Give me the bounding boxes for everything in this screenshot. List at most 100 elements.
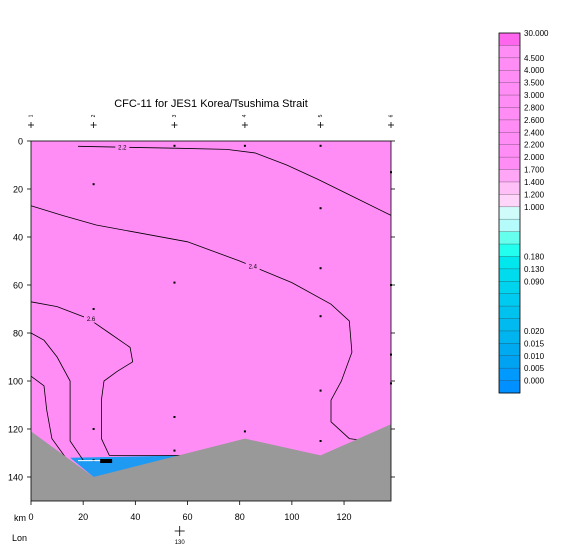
station-label: 5 (318, 114, 324, 117)
colorbar-label: 4.000 (524, 66, 545, 75)
sample-point (319, 267, 322, 270)
colorbar-label: 3.000 (524, 91, 545, 100)
colorbar-swatch (499, 45, 520, 59)
colorbar-label: 0.090 (524, 277, 545, 286)
x-tick-label: 80 (235, 512, 245, 522)
sample-point (319, 207, 322, 210)
colorbar-label: 2.000 (524, 153, 545, 162)
contour-label: 2.4 (249, 264, 258, 270)
colorbar-swatch (499, 306, 520, 319)
y-tick-label: 80 (13, 329, 23, 339)
x-tick-label: 120 (337, 512, 352, 522)
colorbar-label: 1.000 (524, 203, 545, 212)
colorbar-swatch (499, 318, 520, 332)
station-label: 1 (28, 114, 34, 117)
colorbar-label: 1.400 (524, 178, 545, 187)
colorbar-label: 3.500 (524, 79, 545, 88)
colorbar-swatch (499, 169, 520, 183)
colorbar-label: 0.180 (524, 252, 545, 261)
sample-point (319, 144, 322, 147)
y-tick-label: 40 (13, 233, 23, 243)
colorbar-swatch (499, 244, 520, 257)
station-label: 2 (91, 114, 97, 117)
colorbar-label: 0.010 (524, 352, 545, 361)
colorbar-swatch (499, 368, 520, 381)
lon-label: Lon (12, 533, 27, 543)
colorbar-swatch (499, 343, 520, 357)
colorbar-label: 2.600 (524, 116, 545, 125)
colorbar-label: 0.005 (524, 364, 545, 373)
sample-point (319, 315, 322, 318)
colorbar-label: 0.020 (524, 327, 545, 336)
y-tick-label: 120 (8, 425, 23, 435)
sample-point (92, 183, 95, 186)
colorbar-swatch (499, 144, 520, 158)
sample-point (173, 281, 176, 284)
contour-label: 2.6 (87, 317, 96, 323)
sample-point (243, 144, 246, 147)
y-tick-label: 20 (13, 185, 23, 195)
chart-title: CFC-11 for JES1 Korea/Tsushima Strait (114, 98, 308, 110)
colorbar-swatch (499, 57, 520, 71)
sample-point (243, 430, 246, 433)
colorbar-swatch (499, 231, 520, 245)
x-tick-label: 20 (78, 512, 88, 522)
contour-label: 2.2 (118, 146, 127, 152)
colorbar-label: 1.200 (524, 190, 545, 199)
y-tick-label: 100 (8, 377, 23, 387)
colorbar-swatch (499, 70, 520, 83)
colorbar-label: 0.015 (524, 339, 545, 348)
x-tick-label: 0 (28, 512, 33, 522)
colorbar-label: 2.800 (524, 103, 545, 112)
x-axis-label: km (14, 513, 26, 523)
colorbar-swatch (499, 355, 520, 369)
bathymetry (31, 424, 391, 501)
colorbar-label: 4.500 (524, 54, 545, 63)
station-label: 6 (388, 114, 394, 117)
colorbar-swatch (499, 132, 520, 146)
colorbar-label: 1.700 (524, 166, 545, 175)
colorbar-swatch (499, 181, 520, 195)
colorbar-label: 2.400 (524, 128, 545, 137)
colorbar-swatch (499, 33, 520, 46)
colorbar-swatch (499, 206, 520, 220)
sample-point (173, 144, 176, 147)
y-tick-label: 60 (13, 281, 23, 291)
colorbar-swatch (499, 82, 520, 96)
colorbar-swatch (499, 107, 520, 121)
x-tick-label: 40 (130, 512, 140, 522)
colorbar-frame (498, 32, 521, 394)
x-tick-label: 60 (183, 512, 193, 522)
colorbar-swatch (499, 194, 520, 208)
sample-point (92, 428, 95, 430)
contour-label-bg (245, 261, 260, 270)
colorbar-swatch (499, 119, 520, 133)
colorbar-swatch (499, 380, 520, 394)
plot-frame (30, 140, 392, 502)
y-tick-label: 0 (18, 137, 23, 147)
sample-point (319, 389, 322, 392)
y-tick-label: 140 (8, 473, 23, 483)
sample-point (173, 449, 176, 452)
colorbar-label: 30.000 (524, 29, 549, 38)
colorbar-swatch (499, 219, 520, 232)
bottom-sample-marker (100, 459, 113, 463)
station-label: 3 (172, 114, 178, 117)
contour-line-4 (30, 332, 84, 461)
colorbar-label: 0.000 (524, 377, 545, 386)
colorbar-swatch (499, 157, 520, 170)
station-label: 4 (242, 114, 248, 117)
colorbar-swatch (499, 293, 520, 307)
contour-label-bg (115, 143, 130, 151)
contour-label-bg (84, 314, 98, 323)
lon-tick-label: 130 (175, 540, 186, 546)
colorbar-label: 0.130 (524, 265, 545, 274)
sample-point (319, 440, 322, 442)
sample-point (92, 308, 95, 310)
colorbar-swatch (499, 268, 520, 282)
contour-line-1 (77, 145, 392, 216)
colorbar-swatch (499, 256, 520, 270)
contour-line-2 (30, 205, 368, 442)
colorbar-swatch (499, 330, 520, 344)
